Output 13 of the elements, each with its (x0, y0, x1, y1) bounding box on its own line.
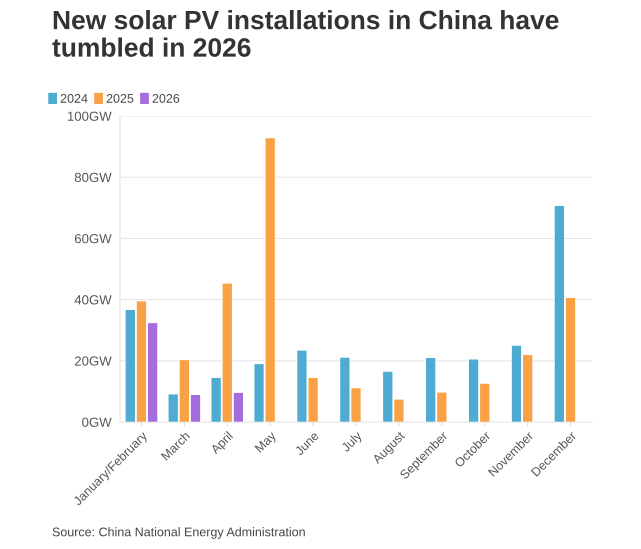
y-tick-label: 0GW (82, 418, 112, 427)
y-tick-label: 20GW (74, 356, 112, 366)
y-tick-label: 40GW (74, 295, 112, 305)
chart-title: New solar PV installations in China have tumbled in 2026 (52, 10, 558, 57)
x-tick-label: July (340, 430, 364, 454)
legend-label: 2024 (60, 94, 88, 103)
legend-label: 2026 (152, 94, 180, 103)
x-tick-label: May (254, 430, 278, 455)
y-tick-label: 60GW (74, 234, 112, 244)
y-tick-label: 80GW (74, 172, 112, 182)
y-tick-label: 100GW (68, 112, 112, 121)
source-note: Source: China National Energy Administration (52, 527, 305, 539)
legend-label: 2025 (106, 94, 134, 103)
